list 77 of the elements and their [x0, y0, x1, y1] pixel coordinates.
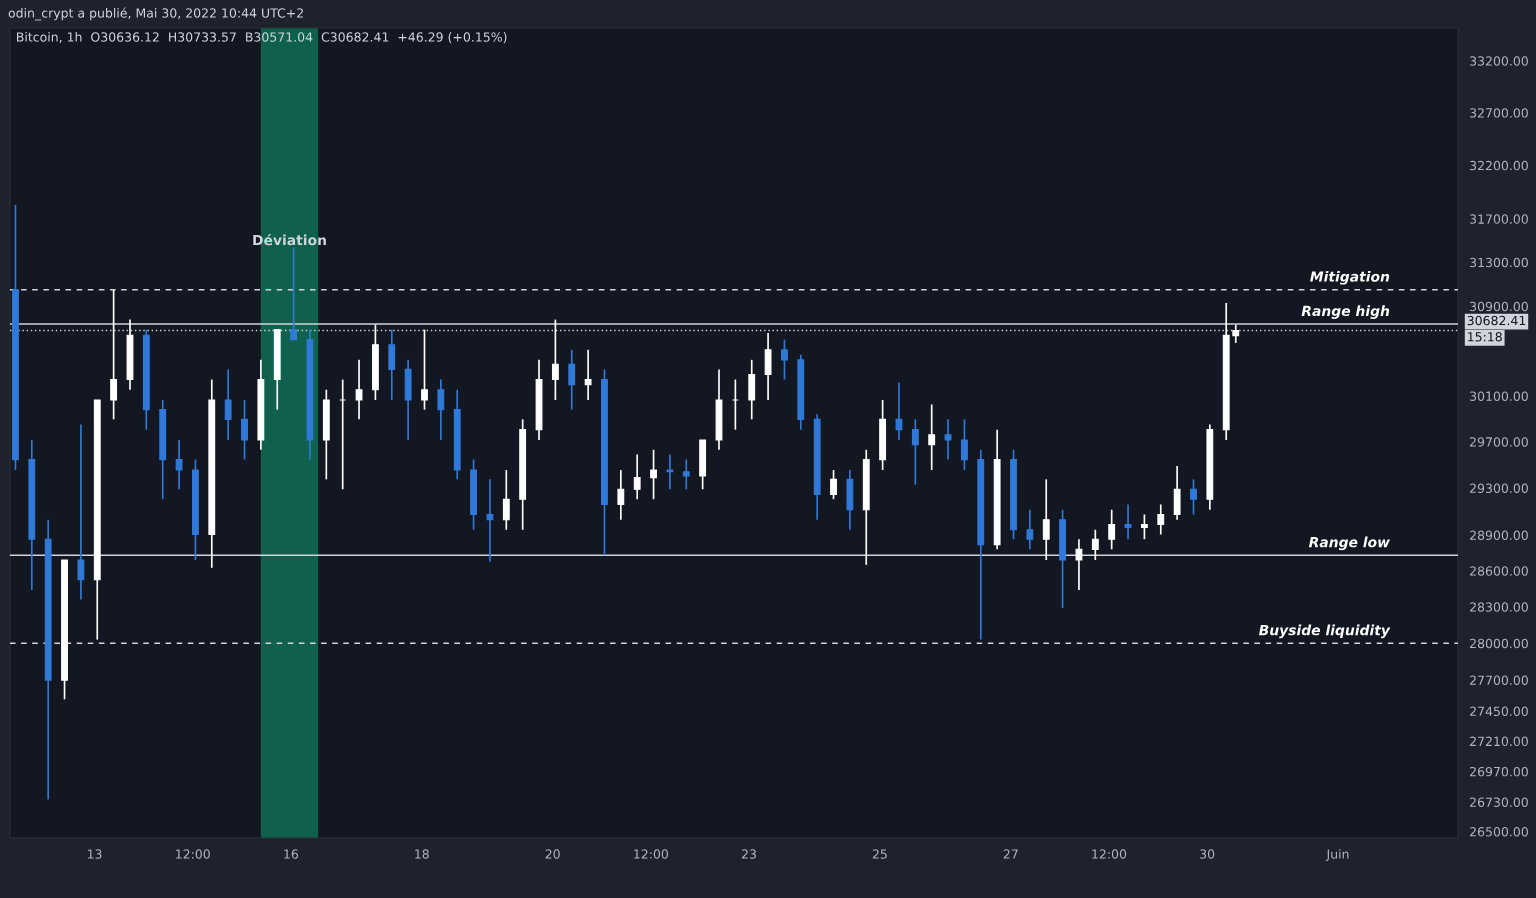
y-tick-label: 27210.00	[1470, 736, 1528, 747]
candlestick	[666, 453, 674, 491]
candlestick	[1157, 503, 1165, 536]
candlestick	[1140, 513, 1148, 541]
candlestick	[421, 328, 428, 411]
y-tick-label: 31700.00	[1470, 214, 1528, 224]
ref-line-label: Buyside liquidity	[1258, 624, 1391, 639]
y-tick-label: 28300.00	[1470, 602, 1528, 612]
candlestick	[1042, 478, 1050, 561]
ref-line-label: Mitigation	[1310, 271, 1390, 285]
candlestick	[928, 403, 936, 471]
candlestick	[77, 423, 85, 601]
y-tick-label: 28600.00	[1470, 566, 1528, 576]
x-tick-label: 20	[545, 849, 560, 859]
candlestick	[650, 448, 657, 501]
x-tick-label: 12:00	[634, 849, 669, 859]
ref-line-label: Range low	[1308, 536, 1390, 551]
y-tick-label: 32200.00	[1470, 160, 1528, 171]
candlestick	[1091, 528, 1099, 561]
text: 15:18	[1468, 332, 1502, 342]
candlestick	[339, 378, 347, 491]
candlestick	[568, 348, 576, 411]
candlestick	[1075, 538, 1083, 591]
x-tick-label: 27	[1003, 849, 1018, 859]
chart-title: odin_crypt a publié, Mai 30, 2022 10:44 UTC+2	[8, 7, 303, 21]
y-tick-label: 27450.00	[1470, 706, 1528, 717]
y-tick-label: 26970.00	[1470, 766, 1528, 777]
x-tick-label: 12:00	[176, 849, 210, 859]
candlestick	[911, 418, 919, 486]
candlestick	[1232, 323, 1240, 344]
candlestick	[633, 453, 641, 501]
candlestick	[486, 478, 494, 563]
x-tick-label: 30	[1200, 849, 1215, 859]
candlestick	[1108, 508, 1116, 551]
chart-subtitle: Bitcoin, 1h O30636.12 H30733.57 B30571.04 C30682.41 +46.29 (+0.15%)	[17, 32, 507, 44]
x-tick-label: Juin	[1325, 849, 1349, 862]
x-tick-label: 25	[872, 849, 887, 859]
candlestick	[110, 288, 118, 421]
x-tick-label: 23	[741, 849, 756, 859]
candlestick	[290, 246, 298, 341]
y-tick-label: 28000.00	[1470, 638, 1528, 649]
candlestick	[502, 469, 510, 531]
candlestick	[584, 348, 592, 401]
x-tick-label: 18	[415, 849, 429, 859]
y-tick-label: 33200.00	[1470, 56, 1528, 66]
candlestick	[1026, 508, 1034, 551]
y-tick-label: 32700.00	[1470, 108, 1528, 118]
candlestick	[895, 381, 903, 441]
candlestick	[437, 378, 445, 441]
ref-line-label: 30682.41	[1467, 315, 1526, 326]
candlestick	[1190, 478, 1197, 516]
x-tick-label: 13	[87, 849, 102, 859]
candlestick	[617, 469, 625, 521]
candlestick	[944, 418, 952, 461]
y-tick-label: 31300.00	[1470, 257, 1528, 268]
y-tick-label: 26730.00	[1470, 797, 1528, 807]
y-tick-label: 30100.00	[1470, 391, 1528, 401]
y-tick-label: 29300.00	[1470, 483, 1528, 494]
candlestick	[175, 439, 183, 491]
candlestick	[682, 458, 690, 491]
y-tick-label: 26500.00	[1470, 827, 1528, 837]
y-tick-label: 29700.00	[1470, 437, 1528, 447]
candlestick	[241, 399, 248, 461]
y-tick-label: 30900.00	[1470, 301, 1528, 312]
candlestick	[355, 358, 363, 421]
y-tick-label: 28900.00	[1470, 530, 1528, 541]
ref-line-label: Range high	[1301, 305, 1390, 319]
x-tick-label: 16	[284, 849, 299, 859]
candlestick	[781, 338, 788, 381]
candlestick	[224, 368, 232, 441]
x-tick-label: 12:00	[1092, 849, 1127, 859]
candlestick	[961, 418, 968, 471]
candlestick	[551, 318, 559, 401]
band-label: Déviation	[253, 233, 326, 246]
candlestick	[830, 469, 837, 501]
candlestick	[1124, 503, 1132, 541]
y-tick-label: 27700.00	[1470, 675, 1528, 686]
